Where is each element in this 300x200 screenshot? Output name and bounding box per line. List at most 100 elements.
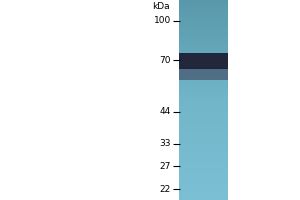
Bar [178, 197, 228, 198]
Bar [178, 137, 228, 138]
Bar [178, 53, 228, 55]
Bar [178, 187, 228, 188]
Bar [178, 117, 228, 118]
Bar [178, 12, 228, 13]
Bar [178, 43, 228, 45]
Text: 100: 100 [154, 16, 171, 25]
Bar [178, 37, 228, 38]
Text: kDa: kDa [152, 2, 170, 11]
Bar [178, 22, 228, 23]
Bar [178, 120, 228, 122]
Bar [178, 5, 228, 7]
Bar [178, 20, 228, 22]
Bar [178, 80, 228, 82]
Bar [178, 130, 228, 132]
Bar [178, 140, 228, 142]
Bar [178, 122, 228, 123]
Bar [178, 98, 228, 100]
Bar [178, 155, 228, 157]
Bar [178, 108, 228, 110]
Bar [178, 40, 228, 42]
Bar [178, 97, 228, 98]
Bar [178, 145, 228, 147]
Bar [178, 83, 228, 85]
Bar [178, 125, 228, 127]
Bar [178, 78, 228, 80]
Bar [178, 100, 228, 102]
Bar [178, 132, 228, 133]
Bar [178, 30, 228, 32]
Bar [178, 42, 228, 43]
Bar [178, 195, 228, 197]
Bar [178, 175, 228, 177]
Bar [178, 70, 228, 72]
Bar [178, 193, 228, 195]
Bar [178, 143, 228, 145]
Bar [178, 35, 228, 37]
Bar [178, 128, 228, 130]
Bar [178, 33, 228, 35]
Bar [178, 157, 228, 158]
Bar [178, 148, 228, 150]
Text: 44: 44 [160, 107, 171, 116]
Bar [178, 38, 228, 40]
Bar [178, 28, 228, 30]
Bar [178, 0, 228, 2]
Bar [178, 162, 228, 163]
Bar [178, 110, 228, 112]
Bar [178, 57, 228, 58]
Bar [178, 142, 228, 143]
Bar [178, 190, 228, 192]
Bar [178, 93, 228, 95]
Bar [178, 73, 228, 75]
Bar [178, 87, 228, 88]
Bar [178, 113, 228, 115]
Bar [178, 160, 228, 162]
Bar [178, 85, 228, 87]
Bar [178, 103, 228, 105]
Bar [178, 50, 228, 52]
Bar [178, 62, 228, 63]
Bar [178, 170, 228, 172]
Bar [178, 107, 228, 108]
Bar [178, 48, 228, 50]
Bar [178, 102, 228, 103]
Bar [178, 163, 228, 165]
Bar [178, 92, 228, 93]
Bar [178, 15, 228, 17]
Bar [178, 127, 228, 128]
Bar [178, 8, 228, 10]
Bar [178, 172, 228, 173]
Bar [178, 75, 228, 77]
Bar [178, 152, 228, 153]
Bar [178, 7, 228, 8]
Text: 70: 70 [160, 56, 171, 65]
Bar [178, 112, 228, 113]
Bar [178, 65, 228, 67]
Text: 22: 22 [160, 185, 171, 194]
Bar [178, 105, 228, 107]
Text: 33: 33 [160, 139, 171, 148]
Bar [178, 67, 228, 68]
Bar [178, 153, 228, 155]
Bar [178, 147, 228, 148]
Bar [178, 123, 228, 125]
Bar [178, 72, 228, 73]
Bar [178, 63, 228, 65]
Bar [178, 77, 228, 78]
Bar [178, 133, 228, 135]
Bar [178, 168, 228, 170]
Bar [178, 45, 228, 47]
Bar [178, 95, 228, 97]
Bar [178, 68, 228, 70]
Bar [178, 60, 228, 62]
Bar [178, 177, 228, 178]
Bar [178, 167, 228, 168]
Text: 27: 27 [160, 162, 171, 171]
Bar [178, 55, 228, 57]
Bar [178, 82, 228, 83]
Bar [178, 2, 228, 3]
Bar [178, 150, 228, 152]
Bar [178, 118, 228, 120]
Bar [178, 68, 228, 80]
